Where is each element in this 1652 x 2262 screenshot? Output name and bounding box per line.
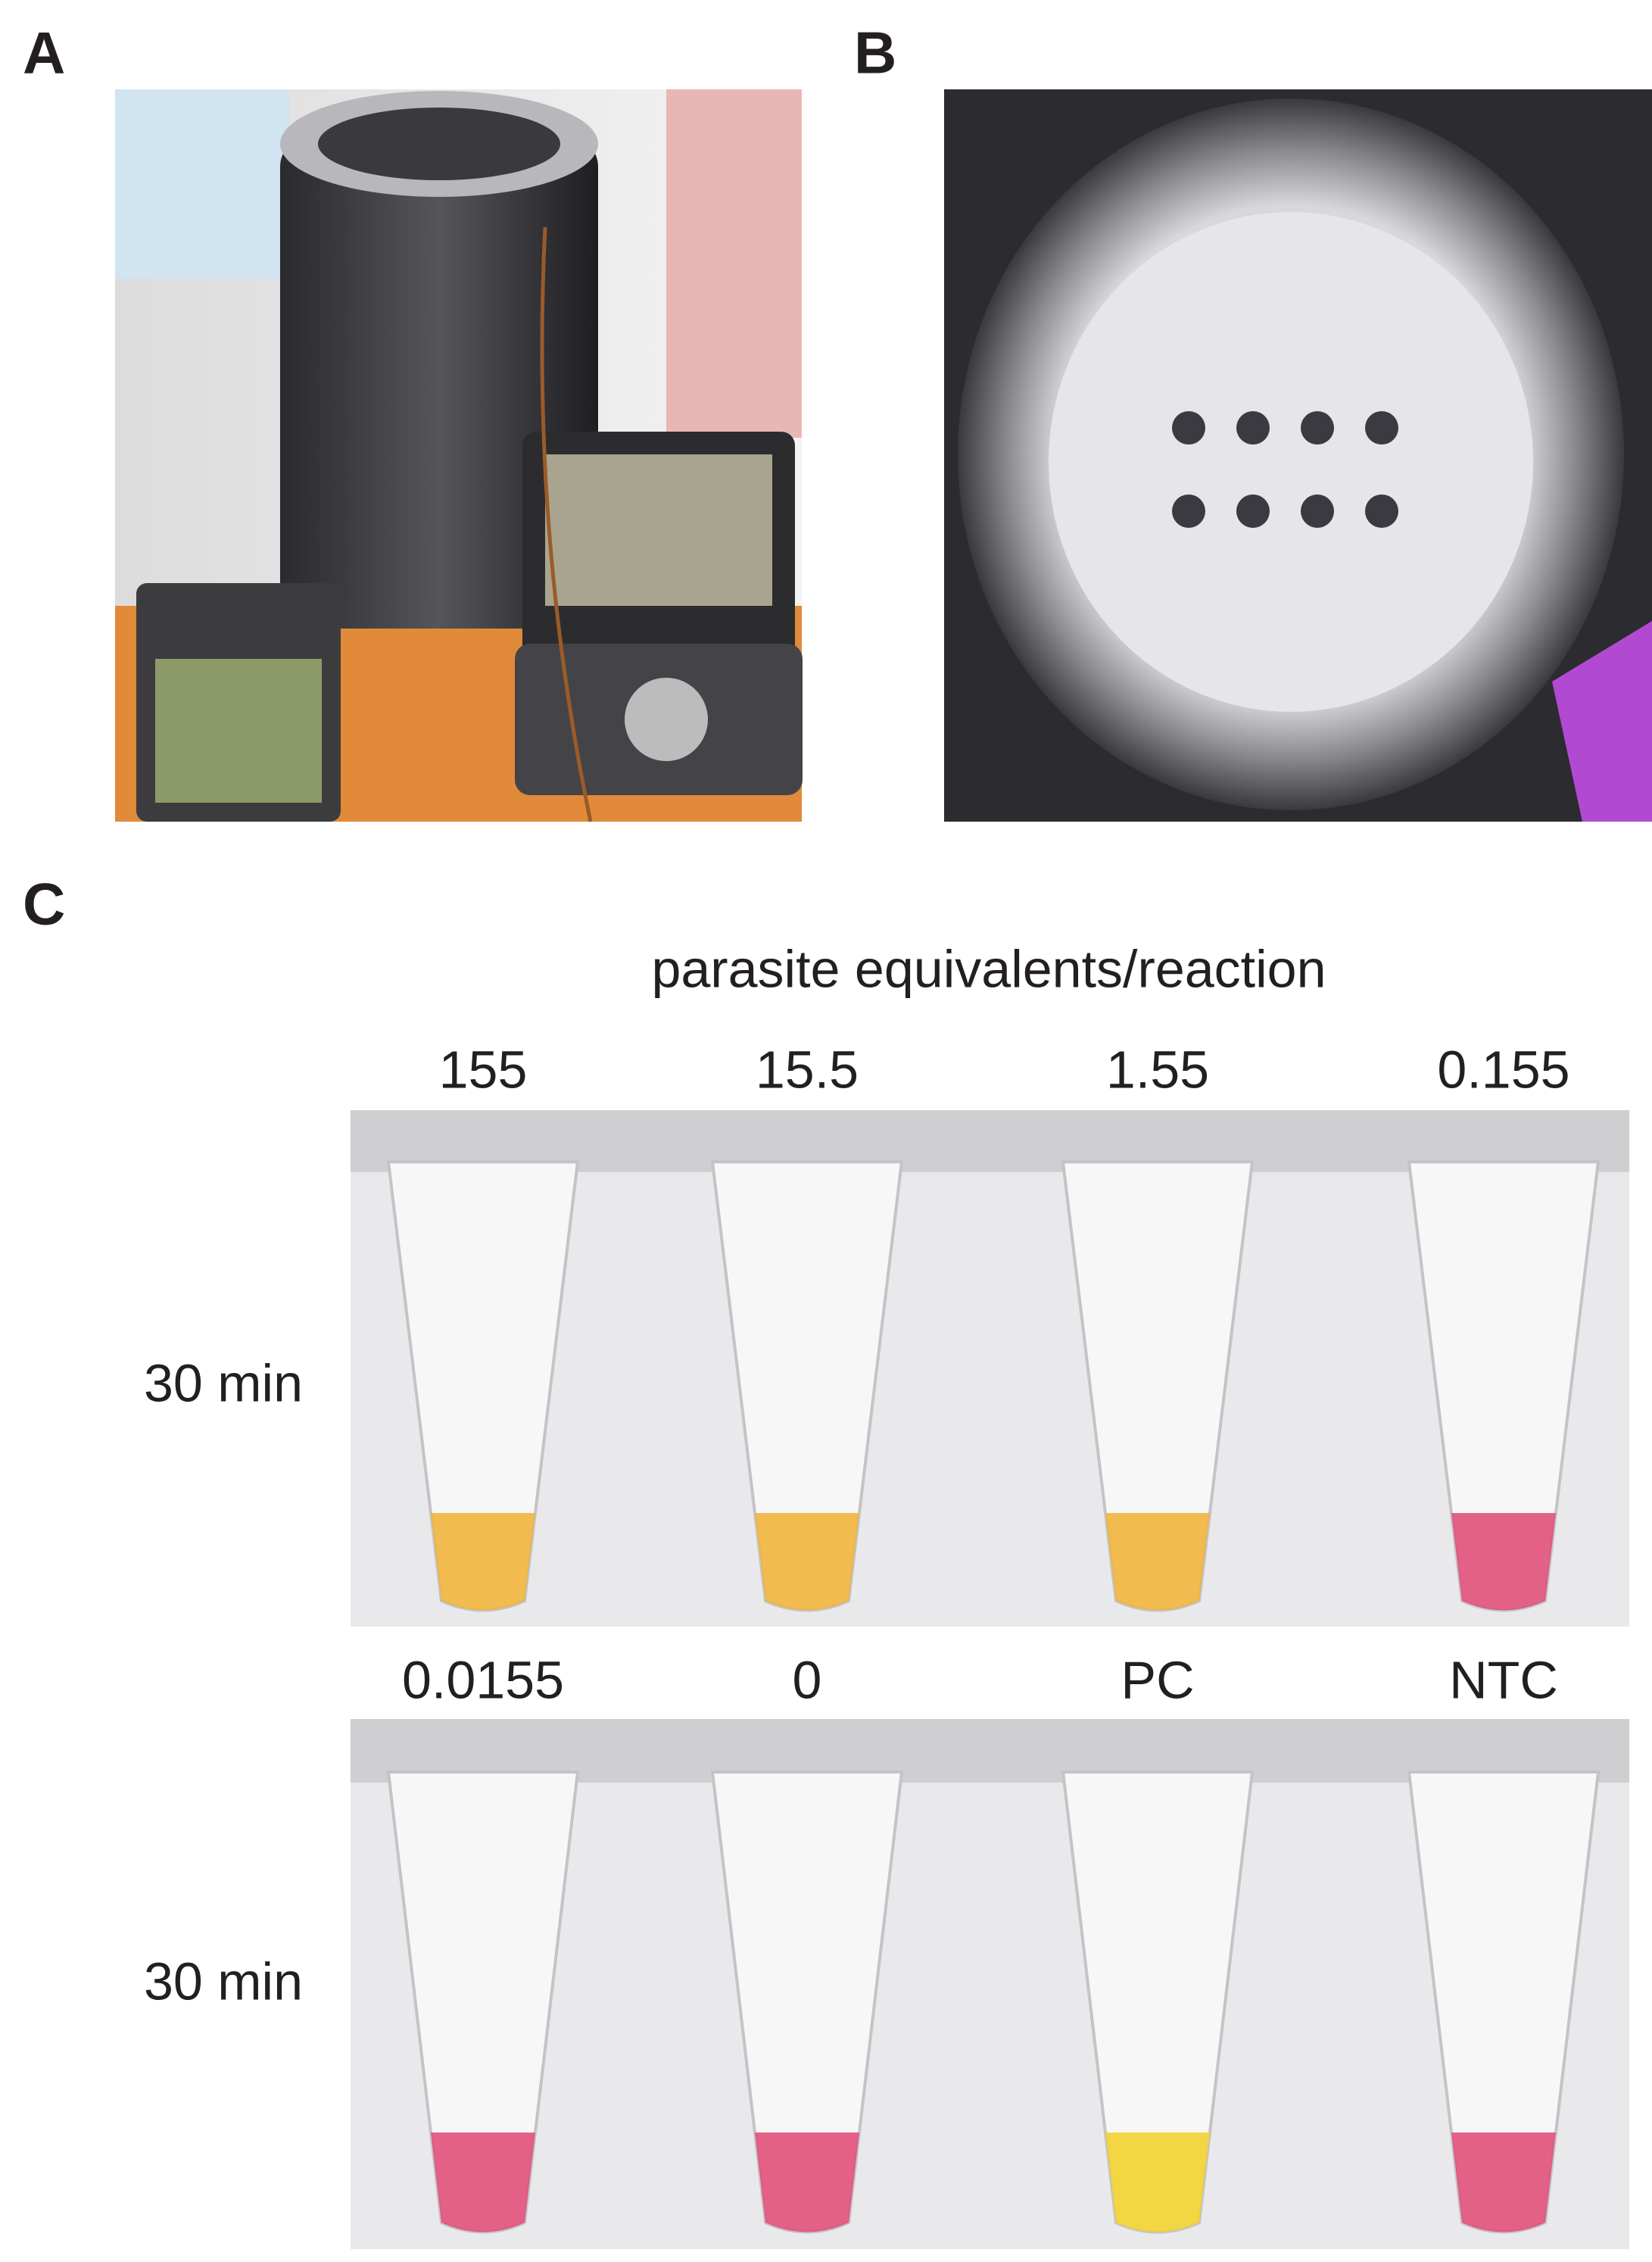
column-label: PC xyxy=(1121,1650,1194,1709)
tube-rows: 30 min 155 15.5 1.55 0.155 30 min 0.0155 0 PC NTC xyxy=(144,1040,1629,2249)
tube-liquid xyxy=(1451,2133,1556,2232)
column-label: 0.155 xyxy=(1437,1040,1569,1099)
tube-liquid xyxy=(1105,2133,1210,2232)
panel-label: B xyxy=(854,20,896,86)
row-label: 30 min xyxy=(144,1353,303,1412)
column-label: 15.5 xyxy=(756,1040,859,1099)
column-label: 1.55 xyxy=(1106,1040,1209,1099)
tube-liquid xyxy=(755,2133,859,2232)
tube-liquid xyxy=(431,2133,535,2232)
tube-liquid xyxy=(431,1512,535,1611)
tube-liquid xyxy=(1451,1512,1556,1611)
tube-liquid xyxy=(1105,1512,1210,1611)
row-label: 30 min xyxy=(144,1952,303,2011)
column-label: 0.0155 xyxy=(402,1650,564,1709)
column-label: 0 xyxy=(793,1650,822,1709)
column-label: NTC xyxy=(1449,1650,1558,1709)
column-label: 155 xyxy=(439,1040,528,1099)
tube-liquid xyxy=(755,1512,859,1611)
photo-b xyxy=(944,89,1652,822)
photo-a xyxy=(115,89,803,822)
axis-title: parasite equivalents/reaction xyxy=(651,939,1326,998)
panel-label: A xyxy=(23,20,65,86)
panel-label: C xyxy=(23,871,65,938)
